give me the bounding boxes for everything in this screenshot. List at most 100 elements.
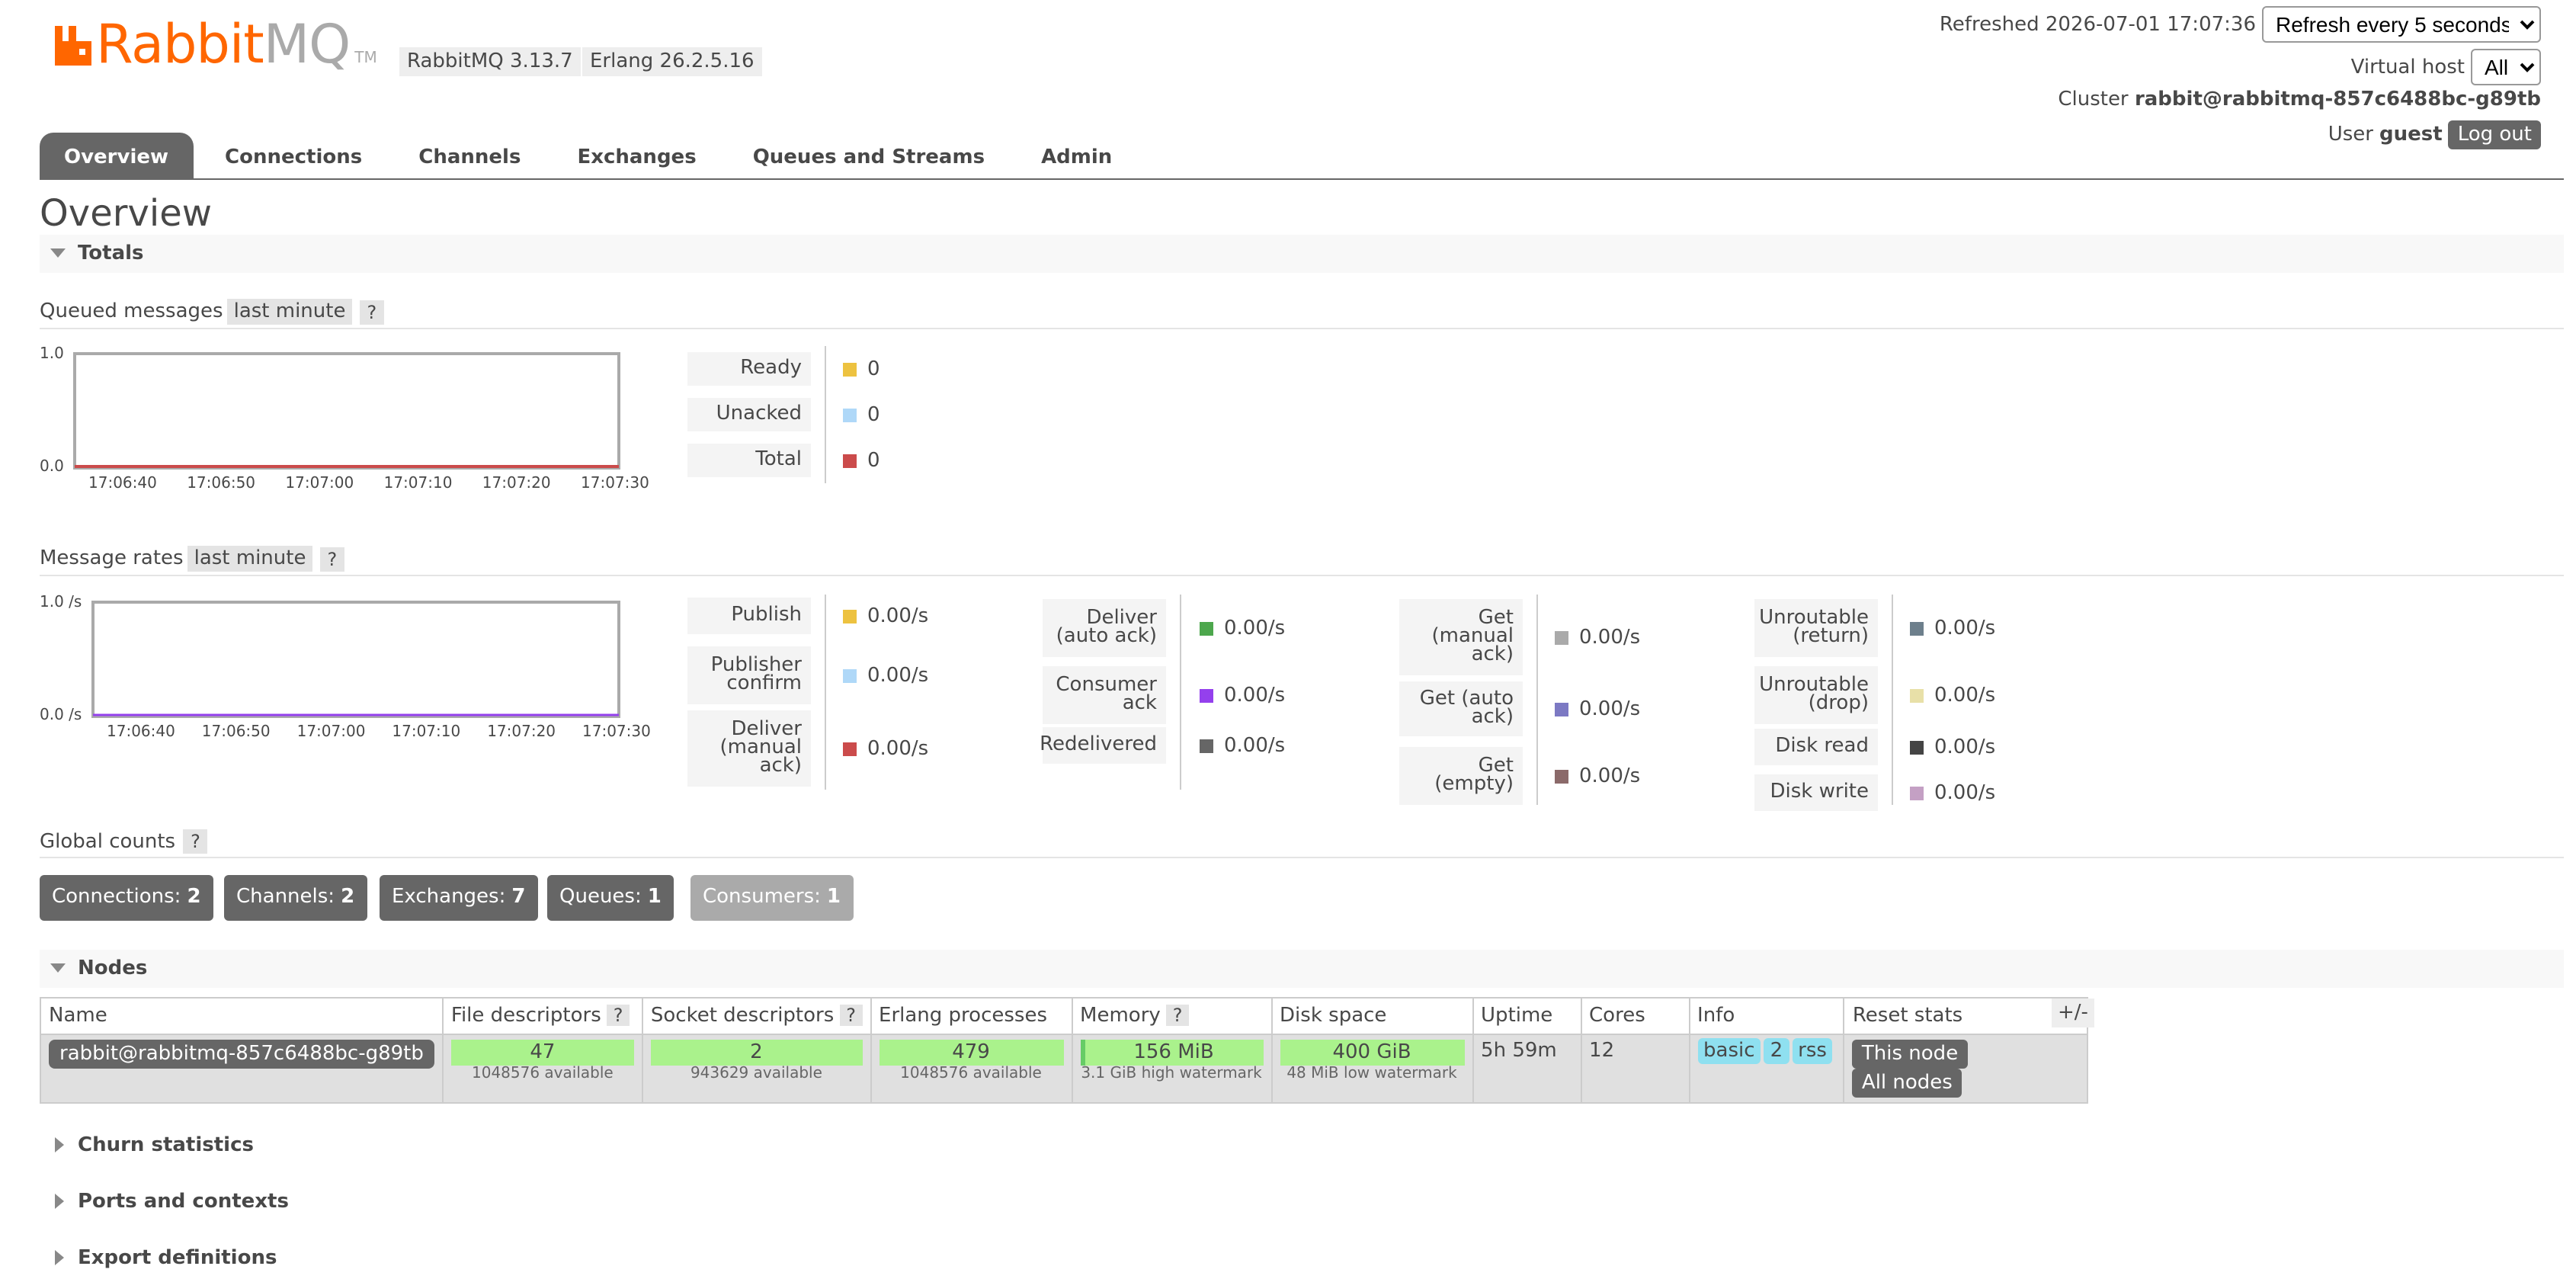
section-nodes-title: Nodes [78,957,148,980]
rates-col3-label: Get (manual ack) [1399,599,1523,675]
memory-bar: 156 MiB [1080,1040,1264,1066]
collapse-triangle-icon [50,248,66,258]
reset-all-nodes-button[interactable]: All nodes [1852,1069,1962,1098]
global-count-label: Exchanges: [392,886,506,909]
queued-xticks: 17:06:40 17:06:50 17:07:00 17:07:10 17:07:20… [40,476,680,497]
legend-divider [1892,595,1893,805]
x-tick-label: 17:07:10 [383,476,453,492]
tab-overview[interactable]: Overview [40,133,194,180]
global-count-value: 1 [647,886,662,909]
tab-connections[interactable]: Connections [225,146,363,169]
memory-help-button[interactable]: ? [1166,1005,1189,1026]
rates-col2-value: 0.00/s [1200,666,1285,724]
queued-value-text: 0 [867,403,880,426]
node-name-link[interactable]: rabbit@rabbitmq-857c6488bc-g89tb [49,1040,434,1069]
rates-title: Message rates [40,547,184,570]
rates-col4-value: 0.00/s [1910,774,1995,811]
refresh-select[interactable]: Refresh every 5 seconds [2262,6,2541,43]
rates-col4-value: 0.00/s [1910,666,1995,724]
rates-range-pill[interactable]: last minute [187,546,312,572]
legend-swatch [843,408,857,422]
col-cores: Cores [1580,997,1690,1035]
section-export-definitions[interactable]: Export definitions [40,1239,2564,1277]
col-uptime: Uptime [1472,997,1582,1035]
rates-col2-value: 0.00/s [1200,727,1285,764]
tab-exchanges[interactable]: Exchanges [577,146,697,169]
user-name: guest [2379,123,2443,146]
x-tick-label: 17:07:30 [581,476,649,492]
rates-col1-value: 0.00/s [843,598,928,634]
queued-value: 0 [843,444,880,477]
col-file-descriptors: File descriptors? [441,997,643,1035]
nodes-table-header: Name File descriptors? Socket descriptor… [40,997,2089,1035]
rates-col4-value-text: 0.00/s [1934,736,1996,758]
legend-swatch [1200,621,1213,635]
message-rates-header: Message rates last minute ? [40,546,2564,576]
legend-swatch [1555,630,1568,644]
queued-title: Queued messages [40,300,223,323]
rates-col4-label: Disk read [1754,729,1878,765]
section-export-title: Export definitions [78,1247,277,1270]
queued-range-pill[interactable]: last minute [227,299,352,325]
x-tick-label: 17:06:40 [88,476,157,492]
sd-help-button[interactable]: ? [840,1005,863,1026]
ep-available: 1048576 available [900,1066,1042,1082]
reset-this-node-button[interactable]: This node [1852,1040,1968,1069]
user-label: User [2328,123,2373,146]
global-help-button[interactable]: ? [183,829,208,854]
info-cell: basic 2 rss [1688,1034,1845,1104]
disk-watermark: 48 MiB low watermark [1286,1066,1457,1082]
x-tick-label: 17:06:50 [187,476,256,492]
queued-ymax: 1.0 [40,346,64,363]
section-ports-and-contexts[interactable]: Ports and contexts [40,1183,2564,1221]
global-count-label: Connections: [52,886,181,909]
section-totals[interactable]: Totals [40,235,2564,273]
rates-col4-label: Disk write [1754,774,1878,811]
rates-col2-label: Consumer ack [1043,666,1166,724]
expand-triangle-icon [55,1250,64,1265]
legend-swatch [1200,739,1213,752]
cluster-label: Cluster [2058,88,2129,111]
rates-chart-plot [91,601,620,718]
tab-channels[interactable]: Channels [418,146,521,169]
section-churn-title: Churn statistics [78,1134,254,1157]
col-erlang-processes: Erlang processes [870,997,1073,1035]
vhost-select[interactable]: All [2471,49,2541,85]
global-count-channels[interactable]: Channels: 2 [224,875,367,921]
rates-col3-value: 0.00/s [1555,681,1640,736]
node-name-cell: rabbit@rabbitmq-857c6488bc-g89tb [40,1034,444,1104]
x-tick-label: 17:07:20 [482,476,551,492]
global-count-label: Channels: [236,886,335,909]
global-count-queues[interactable]: Queues: 1 [547,875,674,921]
disk-cell: 400 GiB 48 MiB low watermark [1270,1034,1474,1104]
global-count-exchanges[interactable]: Exchanges: 7 [380,875,538,921]
legend-swatch [843,668,857,682]
section-nodes[interactable]: Nodes [40,950,2564,988]
x-tick-label: 17:07:20 [487,724,556,741]
logout-button[interactable]: Log out [2448,120,2541,149]
section-churn-statistics[interactable]: Churn statistics [40,1127,2564,1165]
main-tabs: Overview Connections Channels Exchanges … [40,133,1144,180]
columns-toggle-button[interactable]: +/- [2052,999,2094,1027]
global-count-consumers[interactable]: Consumers: 1 [690,875,853,921]
queued-help-button[interactable]: ? [359,300,385,324]
fd-help-button[interactable]: ? [607,1005,630,1026]
rates-col4-value: 0.00/s [1910,599,1995,657]
logo-tm: TM [354,50,377,67]
rates-col3-value: 0.00/s [1555,747,1640,805]
sd-cell: 2 943629 available [641,1034,872,1104]
memory-cell: 156 MiB 3.1 GiB high watermark [1071,1034,1273,1104]
rates-help-button[interactable]: ? [319,547,345,571]
tab-admin[interactable]: Admin [1041,146,1113,169]
tab-queues-and-streams[interactable]: Queues and Streams [752,146,985,169]
global-count-connections[interactable]: Connections: 2 [40,875,213,921]
fd-cell: 47 1048576 available [441,1034,643,1104]
ep-cell: 479 1048576 available [870,1034,1073,1104]
section-ports-title: Ports and contexts [78,1191,289,1213]
rates-col1-value-text: 0.00/s [867,737,929,760]
rates-col4-value-text: 0.00/s [1934,781,1996,804]
section-totals-title: Totals [78,242,144,265]
rates-col1-label: Publisher confirm [687,646,811,704]
vhost-row: Virtual host All [2351,49,2541,85]
fd-bar: 47 [450,1040,634,1066]
